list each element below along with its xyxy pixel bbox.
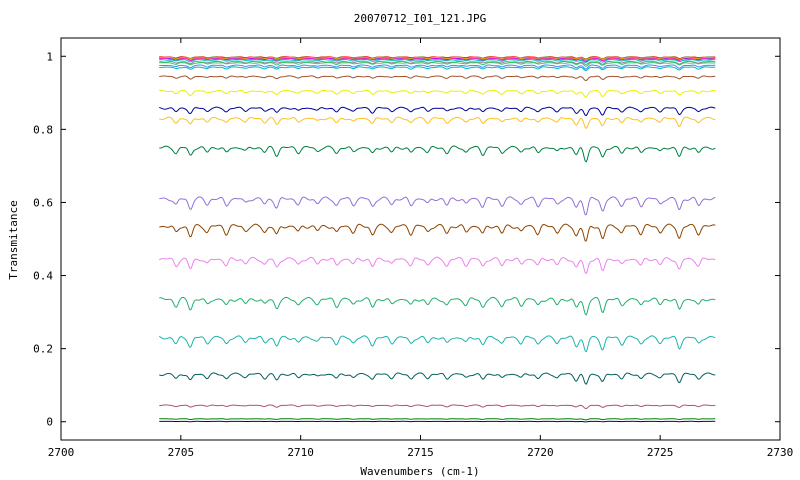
series-line [159,106,716,117]
series-line [159,372,716,385]
series-line [159,145,716,163]
series-line [159,59,716,63]
x-tick-label: 2705 [168,446,195,459]
x-tick-label: 2715 [407,446,434,459]
series-line [159,116,716,130]
x-tick-label: 2720 [527,446,554,459]
series-line [159,256,716,275]
x-tick-label: 2710 [287,446,314,459]
plot-frame [60,37,781,441]
y-axis-label: Transmitance [7,200,20,279]
series-line [159,60,716,65]
series-line [159,418,716,421]
x-axis: 2700 2705 2710 2715 2720 2725 2730 [48,38,794,459]
series-line [159,57,716,63]
series-line [159,56,716,61]
series-line [159,420,716,423]
series-line [159,404,716,410]
x-tick-label: 2730 [767,446,794,459]
series-line [159,296,716,316]
y-tick-label: 0 [46,416,53,429]
y-tick-label: 1 [46,50,53,63]
series-line [159,223,716,242]
series-line [159,196,716,216]
series-line [159,89,716,98]
series-line [159,64,716,70]
y-tick-label: 0.8 [33,123,53,136]
series-line [159,66,716,72]
y-tick-label: 0.6 [33,196,53,209]
y-tick-label: 0.2 [33,343,53,356]
series-line [159,335,716,353]
series-group [159,56,716,423]
series-line [159,61,716,67]
x-axis-label: Wavenumbers (cm-1) [360,465,479,478]
series-line [159,75,716,81]
x-tick-label: 2700 [48,446,75,459]
y-tick-label: 0.4 [33,270,53,283]
chart-title: 20070712_I01_121.JPG [354,12,486,25]
y-axis: 0 0.2 0.4 0.6 0.8 1 [33,50,780,429]
x-tick-label: 2725 [647,446,674,459]
